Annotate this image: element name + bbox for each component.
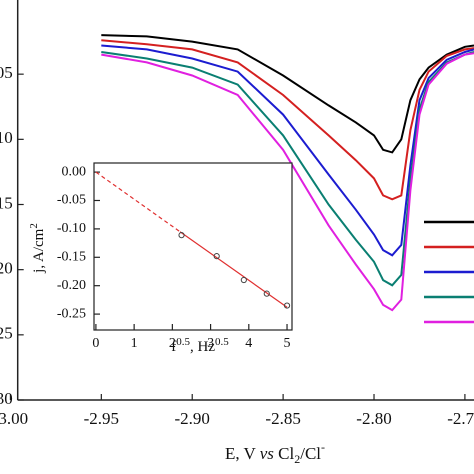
inset-x-label: f0.5, Hz0.5 <box>171 336 229 356</box>
plot-frame <box>93 162 293 331</box>
y-tick-label: -0.25 <box>57 306 86 321</box>
point <box>263 290 270 297</box>
point <box>213 253 220 260</box>
series-line <box>101 34 474 154</box>
y-tick-label: -0.10 <box>57 221 86 236</box>
series-line <box>101 44 474 257</box>
x-tick-label: -3.00 <box>0 409 28 428</box>
x-tick-label: 5 <box>284 336 291 351</box>
x-tick-label: -2.85 <box>265 409 300 428</box>
point <box>240 276 247 284</box>
x-tick-label: -2.75 <box>447 409 474 428</box>
y-tick-label: -0.05 <box>57 193 86 208</box>
series-line <box>101 39 474 201</box>
x-tick-label: -2.95 <box>84 409 119 428</box>
y-tick-label: -0.05 <box>0 63 13 82</box>
y-tick-label: -0.25 <box>0 324 13 343</box>
x-tick-label: 0 <box>92 336 99 351</box>
y-tick-label: -0.20 <box>0 259 13 278</box>
series-line <box>101 52 474 312</box>
x-tick-label: 4 <box>245 336 252 351</box>
y-tick-label: -0.10 <box>0 128 13 147</box>
y-tick-label: -0.20 <box>57 278 86 293</box>
inset-y-label: j, A/cm2 <box>28 223 48 274</box>
point <box>178 232 185 239</box>
series-line <box>101 51 474 287</box>
fit-extrapolation <box>95 171 181 233</box>
y-tick-label: -0.15 <box>57 250 86 265</box>
x-tick-label: -2.90 <box>175 409 210 428</box>
x-tick-label: 1 <box>131 336 138 351</box>
y-tick-label: -0.30 <box>0 389 13 408</box>
x-axis-label: E, V vs Cl2/Cl- <box>225 440 325 466</box>
x-tick-label: -2.80 <box>356 409 391 428</box>
x-tick-label: 3 <box>207 336 214 351</box>
point <box>283 302 291 309</box>
y-tick-label: -0.15 <box>0 193 13 212</box>
y-tick-label: 0.00 <box>62 164 87 179</box>
x-tick-label: 2 <box>169 336 176 351</box>
